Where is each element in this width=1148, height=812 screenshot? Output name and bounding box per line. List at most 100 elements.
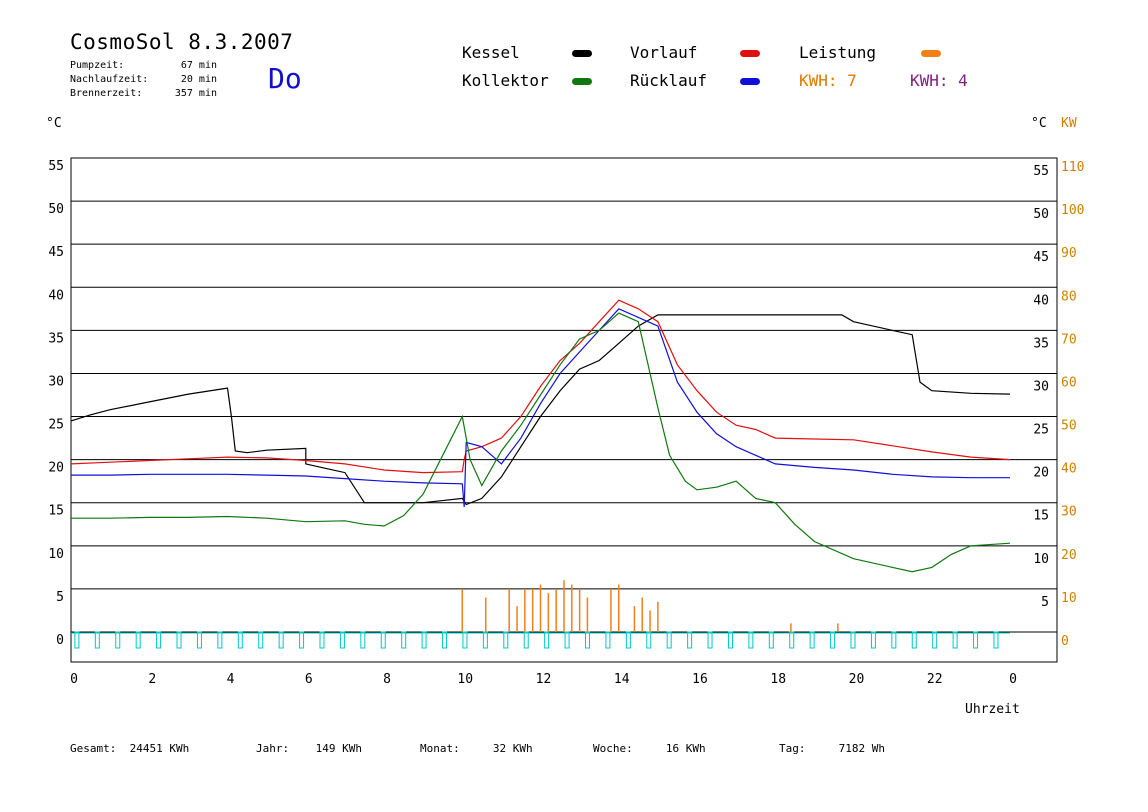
pump-cycle-marker — [605, 631, 611, 649]
y-tick-label: 10 — [48, 547, 64, 562]
info-value: 20 min — [180, 74, 217, 85]
pump-cycle-marker — [156, 631, 162, 649]
y-tick-label: 5 — [56, 590, 64, 605]
footer-label: Woche: — [593, 742, 633, 755]
pump-cycle-marker — [870, 631, 876, 649]
x-tick-label: 6 — [305, 672, 313, 687]
y-right-tick-label: 50 — [1033, 207, 1049, 222]
pump-cycle-marker — [891, 631, 897, 649]
pump-cycle-marker — [278, 631, 284, 649]
y-tick-label: 55 — [48, 159, 64, 174]
y2-tick-label: 60 — [1061, 375, 1077, 390]
pump-cycle-marker — [625, 631, 631, 649]
right-axis-unit: °C — [1031, 116, 1047, 131]
pump-cycle-marker — [973, 631, 979, 649]
y-tick-label: 0 — [56, 633, 64, 648]
pump-cycle-marker — [360, 631, 366, 649]
legend-kessel-label: Kessel — [462, 43, 520, 62]
pump-cycle-marker — [646, 631, 652, 649]
legend-kessel-swatch — [572, 50, 592, 57]
x-tick-label: 20 — [849, 672, 865, 687]
x-tick-label: 22 — [927, 672, 943, 687]
pump-cycle-marker — [523, 631, 529, 649]
series-line-vorlauf — [70, 299, 1011, 474]
legend-kollektor-swatch — [572, 78, 592, 85]
pump-cycle-marker — [196, 631, 202, 649]
pump-cycle-marker — [217, 631, 223, 649]
info-nachlaufzeit: Nachlaufzeit: 20 min — [70, 73, 217, 87]
info-brennerzeit: Brennerzeit: 357 min — [70, 87, 217, 101]
footer-value: 16 KWh — [665, 742, 706, 755]
legend-leistung-swatch — [921, 50, 941, 57]
y2-tick-label: 10 — [1061, 591, 1077, 606]
pump-cycle-marker — [115, 631, 121, 649]
x-tick-label: 10 — [457, 672, 473, 687]
left-axis-unit: °C — [46, 116, 62, 131]
pump-cycle-marker — [544, 631, 550, 649]
pump-cycle-marker — [911, 631, 917, 649]
y2-tick-label: 70 — [1061, 332, 1077, 347]
pump-cycle-marker — [727, 631, 733, 649]
footer-gesamt: Gesamt: 24451 KWh — [70, 742, 189, 755]
pump-cycle-marker — [442, 631, 448, 649]
footer-label: Gesamt: — [70, 742, 117, 755]
legend-ruecklauf-label: Rücklauf — [630, 71, 708, 90]
x-tick-label: 4 — [227, 672, 235, 687]
x-tick-label: 18 — [770, 672, 786, 687]
pump-cycle-marker — [952, 631, 958, 649]
footer-value: 32 KWh — [492, 742, 533, 755]
pump-cycle-marker — [584, 631, 590, 649]
pump-cycle-marker — [503, 631, 509, 649]
pump-cycle-marker — [339, 631, 345, 649]
y-right-tick-label: 25 — [1033, 423, 1049, 438]
y2-tick-label: 80 — [1061, 289, 1077, 304]
pump-cycle-marker — [707, 631, 713, 649]
legend-vorlauf-swatch — [740, 50, 760, 57]
y-right-tick-label: 15 — [1033, 509, 1049, 524]
legend-leistung-label: Leistung — [799, 43, 877, 62]
legend-vorlauf-label: Vorlauf — [630, 43, 698, 62]
y-right-tick-label: 35 — [1033, 336, 1049, 351]
pump-cycle-marker — [932, 631, 938, 649]
footer-value: 7182 Wh — [838, 742, 885, 755]
y-tick-label: 30 — [48, 374, 64, 389]
pump-cycle-marker — [809, 631, 815, 649]
pump-cycle-marker — [299, 631, 305, 649]
y2-tick-label: 0 — [1061, 634, 1069, 649]
footer-value: 24451 KWh — [129, 742, 190, 755]
pump-cycle-marker — [462, 631, 468, 649]
pump-cycle-marker — [482, 631, 488, 649]
info-label: Nachlaufzeit: — [70, 74, 149, 85]
series-line-kessel — [70, 314, 1011, 506]
y-tick-label: 25 — [48, 418, 64, 433]
info-value: 357 min — [174, 88, 217, 99]
x-tick-label: 8 — [383, 672, 391, 687]
pump-cycle-marker — [135, 631, 141, 649]
pump-cycle-marker — [850, 631, 856, 649]
y-right-tick-label: 20 — [1033, 466, 1049, 481]
x-tick-label: 2 — [148, 672, 156, 687]
y2-tick-label: 100 — [1061, 203, 1084, 218]
pump-cycle-marker — [401, 631, 407, 649]
info-value: 67 min — [180, 60, 217, 71]
y2-tick-label: 110 — [1061, 160, 1084, 175]
pump-cycle-marker — [748, 631, 754, 649]
y2-tick-label: 30 — [1061, 505, 1077, 520]
y-right-tick-label: 30 — [1033, 379, 1049, 394]
pump-cycle-marker — [258, 631, 264, 649]
x-tick-label: 0 — [1009, 672, 1017, 687]
y-tick-label: 50 — [48, 202, 64, 217]
info-label: Pumpzeit: — [70, 60, 125, 71]
pump-cycle-marker — [789, 631, 795, 649]
pump-cycle-marker — [74, 631, 80, 649]
footer-label: Tag: — [779, 742, 806, 755]
y-tick-label: 40 — [48, 288, 64, 303]
footer-jahr: Jahr: 149 KWh — [256, 742, 362, 755]
x-tick-label: 0 — [70, 672, 78, 687]
pump-cycle-marker — [319, 631, 325, 649]
legend-kwh2-label: KWH: 4 — [910, 71, 968, 90]
x-tick-label: 12 — [536, 672, 552, 687]
footer-monat: Monat: 32 KWh — [420, 742, 533, 755]
pump-cycle-marker — [687, 631, 693, 649]
pump-cycle-marker — [768, 631, 774, 649]
